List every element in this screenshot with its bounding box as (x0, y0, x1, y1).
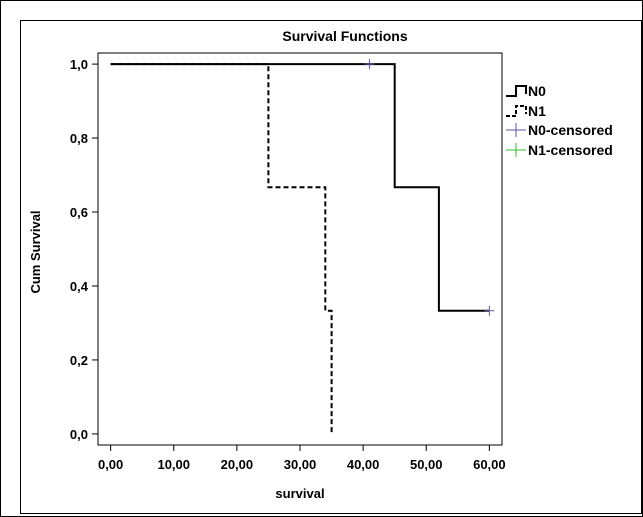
legend-label: N1-censored (528, 142, 613, 158)
y-tick-label: 0,4 (70, 279, 89, 294)
plot-frame (97, 52, 503, 446)
legend-swatch (506, 85, 527, 97)
x-tick-label: 20,00 (221, 457, 254, 472)
censor-marker (364, 59, 375, 70)
censor-layer (364, 59, 495, 316)
censor-marker (484, 305, 495, 316)
series-line-n1 (110, 63, 333, 434)
legend-item-n1: N1 (506, 103, 546, 119)
legend-item-n1-censored: N1-censored (506, 142, 613, 158)
x-tick-label: 10,00 (157, 457, 190, 472)
legend-label: N1 (528, 103, 546, 119)
chart-title: Survival Functions (282, 28, 407, 44)
legend: N0 N1 N0-censored N1-censored (506, 83, 613, 158)
y-tick-label: 0,8 (70, 131, 88, 146)
legend-item-n0: N0 (506, 83, 546, 99)
legend-item-n0-censored: N0-censored (506, 122, 613, 138)
x-axis: 0,00 10,00 20,00 30,00 40,00 50,00 60,00 (98, 445, 506, 472)
y-axis-label: Cum Survival (28, 210, 43, 293)
legend-swatch (506, 105, 527, 117)
x-tick-label: 40,00 (347, 457, 380, 472)
x-tick-label: 30,00 (284, 457, 317, 472)
y-axis: 0,0 0,2 0,4 0,6 0,8 1,0 (70, 57, 98, 442)
legend-label: N0 (528, 83, 546, 99)
y-tick-label: 0,0 (70, 427, 88, 442)
series-layer (110, 63, 490, 434)
plot-border (97, 52, 503, 446)
x-tick-label: 0,00 (98, 457, 123, 472)
x-axis-label: survival (275, 486, 324, 501)
x-tick-label: 50,00 (410, 457, 443, 472)
y-tick-label: 0,6 (70, 205, 88, 220)
x-tick-label: 60,00 (473, 457, 506, 472)
legend-label: N0-censored (528, 122, 613, 138)
y-tick-label: 0,2 (70, 353, 88, 368)
y-tick-label: 1,0 (70, 57, 88, 72)
series-line-n0 (110, 63, 490, 312)
